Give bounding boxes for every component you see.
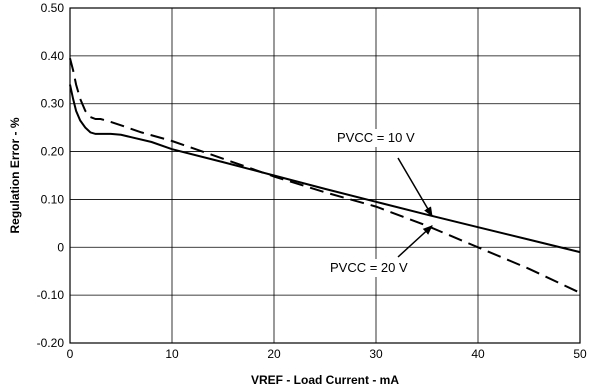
x-tick-label: 20	[267, 347, 281, 361]
callout-arrow-1	[397, 157, 433, 218]
y-tick-label: 0.30	[41, 97, 65, 111]
y-tick-label: 0.10	[41, 192, 65, 206]
series-layer	[69, 58, 581, 294]
series-line-1	[69, 84, 581, 254]
x-tick-label: 0	[67, 347, 74, 361]
callout-arrow-2	[397, 225, 433, 258]
callouts: PVCC = 10 V PVCC = 20 V	[326, 129, 448, 277]
y-tick-label: -0.20	[37, 336, 65, 350]
callout-label-1: PVCC = 10 V	[337, 130, 415, 145]
x-axis-label: VREF - Load Current - mA	[251, 373, 399, 387]
callout-background	[333, 129, 448, 147]
callout-label-2: PVCC = 20 V	[330, 260, 408, 275]
x-tick-label: 40	[471, 347, 485, 361]
plot-frame	[69, 7, 581, 344]
x-tick-label: 10	[165, 347, 179, 361]
y-tick-label: -0.10	[37, 288, 65, 302]
grid-lines	[69, 7, 581, 344]
x-tick-label: 50	[573, 347, 587, 361]
callout-background	[326, 259, 441, 277]
x-tick-label: 30	[369, 347, 383, 361]
y-tick-labels: 0.50 0.40 0.30 0.20 0.10 0 -0.10 -0.20	[37, 1, 65, 350]
y-tick-label: 0.20	[41, 145, 65, 159]
x-tick-labels: 0 10 20 30 40 50	[67, 347, 587, 361]
y-tick-label: 0.40	[41, 49, 65, 63]
series-line-2	[69, 58, 581, 294]
y-axis-label: Regulation Error - %	[8, 117, 22, 233]
y-tick-label: 0.50	[41, 1, 65, 15]
y-tick-label: 0	[57, 240, 64, 254]
